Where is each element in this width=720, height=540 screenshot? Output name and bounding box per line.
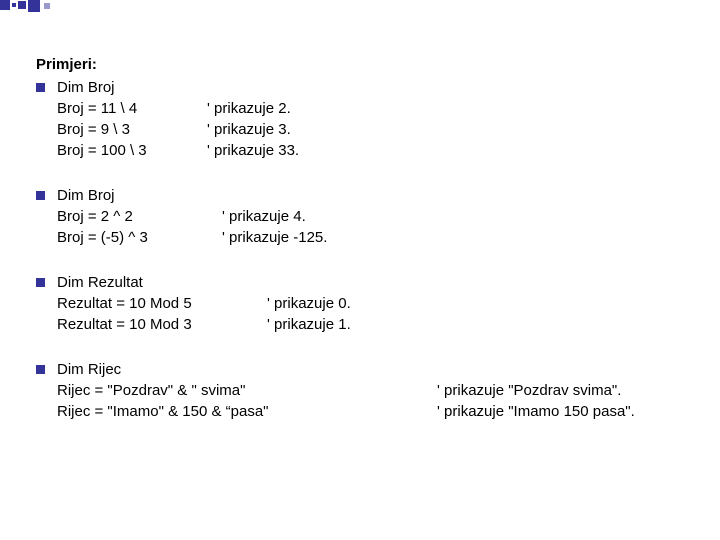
code-line: Broj = 11 \ 4' prikazuje 2. <box>36 98 700 119</box>
code-line: Rezultat = 10 Mod 3' prikazuje 1. <box>36 314 700 335</box>
slide-content: Primjeri: Dim BrojBroj = 11 \ 4' prikazu… <box>36 54 700 446</box>
comment-text: ' prikazuje 0. <box>267 293 351 314</box>
code-line: Dim Rijec <box>36 359 700 380</box>
bullet-spacer <box>36 293 45 302</box>
example-block: Dim BrojBroj = 11 \ 4' prikazuje 2.Broj … <box>36 77 700 161</box>
bullet-icon <box>36 278 45 287</box>
code-line: Broj = 100 \ 3' prikazuje 33. <box>36 140 700 161</box>
comment-text: ' prikazuje 2. <box>207 98 291 119</box>
bullet-icon <box>36 83 45 92</box>
code-text: Rezultat = 10 Mod 5 <box>57 293 267 314</box>
comment-text: ' prikazuje 1. <box>267 314 351 335</box>
code-text: Broj = (-5) ^ 3 <box>57 227 222 248</box>
comment-text: ' prikazuje 4. <box>222 206 306 227</box>
code-line: Rijec = "Imamo" & 150 & “pasa"' prikazuj… <box>36 401 700 422</box>
comment-text: ' prikazuje "Pozdrav svima". <box>437 380 621 401</box>
code-line: Rezultat = 10 Mod 5' prikazuje 0. <box>36 293 700 314</box>
code-text: Dim Rijec <box>57 359 437 380</box>
bullet-icon <box>36 365 45 374</box>
bullet-spacer <box>36 380 45 389</box>
bullet-spacer <box>36 98 45 107</box>
code-text: Dim Broj <box>57 77 207 98</box>
example-block: Dim RijecRijec = "Pozdrav" & " svima"' p… <box>36 359 700 422</box>
bullet-spacer <box>36 206 45 215</box>
bullet-icon <box>36 191 45 200</box>
corner-decoration <box>0 0 50 12</box>
code-line: Broj = 2 ^ 2' prikazuje 4. <box>36 206 700 227</box>
bullet-spacer <box>36 140 45 149</box>
comment-text: ' prikazuje "Imamo 150 pasa". <box>437 401 635 422</box>
code-line: Dim Broj <box>36 185 700 206</box>
code-line: Dim Broj <box>36 77 700 98</box>
example-block: Dim RezultatRezultat = 10 Mod 5' prikazu… <box>36 272 700 335</box>
bullet-spacer <box>36 227 45 236</box>
code-line: Rijec = "Pozdrav" & " svima"' prikazuje … <box>36 380 700 401</box>
comment-text: ' prikazuje 33. <box>207 140 299 161</box>
code-text: Broj = 11 \ 4 <box>57 98 207 119</box>
code-text: Broj = 100 \ 3 <box>57 140 207 161</box>
title: Primjeri: <box>36 54 700 75</box>
code-text: Rijec = "Pozdrav" & " svima" <box>57 380 437 401</box>
code-text: Rezultat = 10 Mod 3 <box>57 314 267 335</box>
example-block: Dim BrojBroj = 2 ^ 2' prikazuje 4.Broj =… <box>36 185 700 248</box>
bullet-spacer <box>36 119 45 128</box>
code-text: Dim Broj <box>57 185 222 206</box>
code-text: Broj = 9 \ 3 <box>57 119 207 140</box>
bullet-spacer <box>36 314 45 323</box>
comment-text: ' prikazuje -125. <box>222 227 327 248</box>
code-text: Dim Rezultat <box>57 272 267 293</box>
bullet-spacer <box>36 401 45 410</box>
comment-text: ' prikazuje 3. <box>207 119 291 140</box>
code-text: Broj = 2 ^ 2 <box>57 206 222 227</box>
code-text: Rijec = "Imamo" & 150 & “pasa" <box>57 401 437 422</box>
code-line: Dim Rezultat <box>36 272 700 293</box>
code-line: Broj = 9 \ 3' prikazuje 3. <box>36 119 700 140</box>
code-line: Broj = (-5) ^ 3' prikazuje -125. <box>36 227 700 248</box>
